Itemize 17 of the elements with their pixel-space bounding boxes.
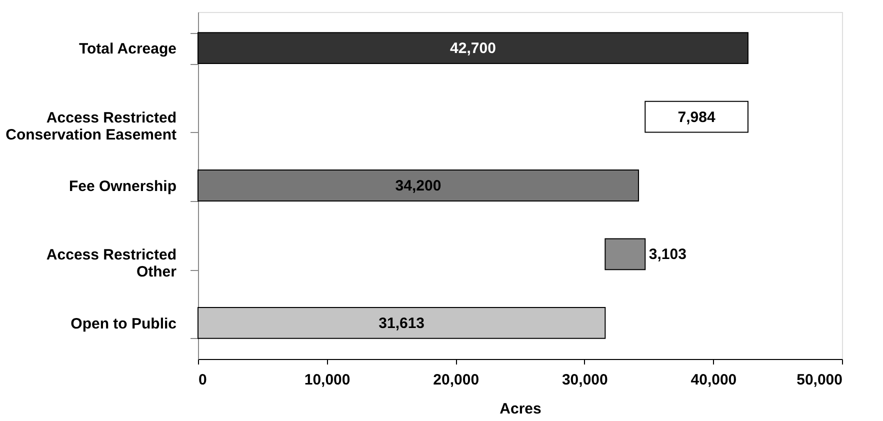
y-tick-label: Fee Ownership [68, 178, 176, 195]
data-label: 31,613 [378, 314, 425, 332]
data-label: 3,103 [648, 246, 686, 264]
x-tick-label: 10,000 [304, 372, 350, 388]
x-tick-label: 20,000 [433, 372, 480, 388]
x-tick-label: 40,000 [690, 372, 737, 388]
x-axis-title: Acres [500, 400, 542, 418]
y-tick-label: Total Acreage [78, 40, 176, 58]
y-tick-label: Access Restricted Conservation Easement [6, 109, 177, 144]
x-tick-label: 0 [198, 372, 207, 388]
x-tick-label: 50,000 [796, 372, 842, 388]
data-label: 42,700 [450, 40, 496, 58]
x-tick-label: 30,000 [562, 372, 608, 388]
y-tick-label: Access Restricted Other [46, 246, 177, 281]
y-tick-label: Open to Public [70, 315, 176, 332]
data-label: 7,984 [678, 108, 716, 126]
data-label: 34,200 [395, 178, 442, 194]
